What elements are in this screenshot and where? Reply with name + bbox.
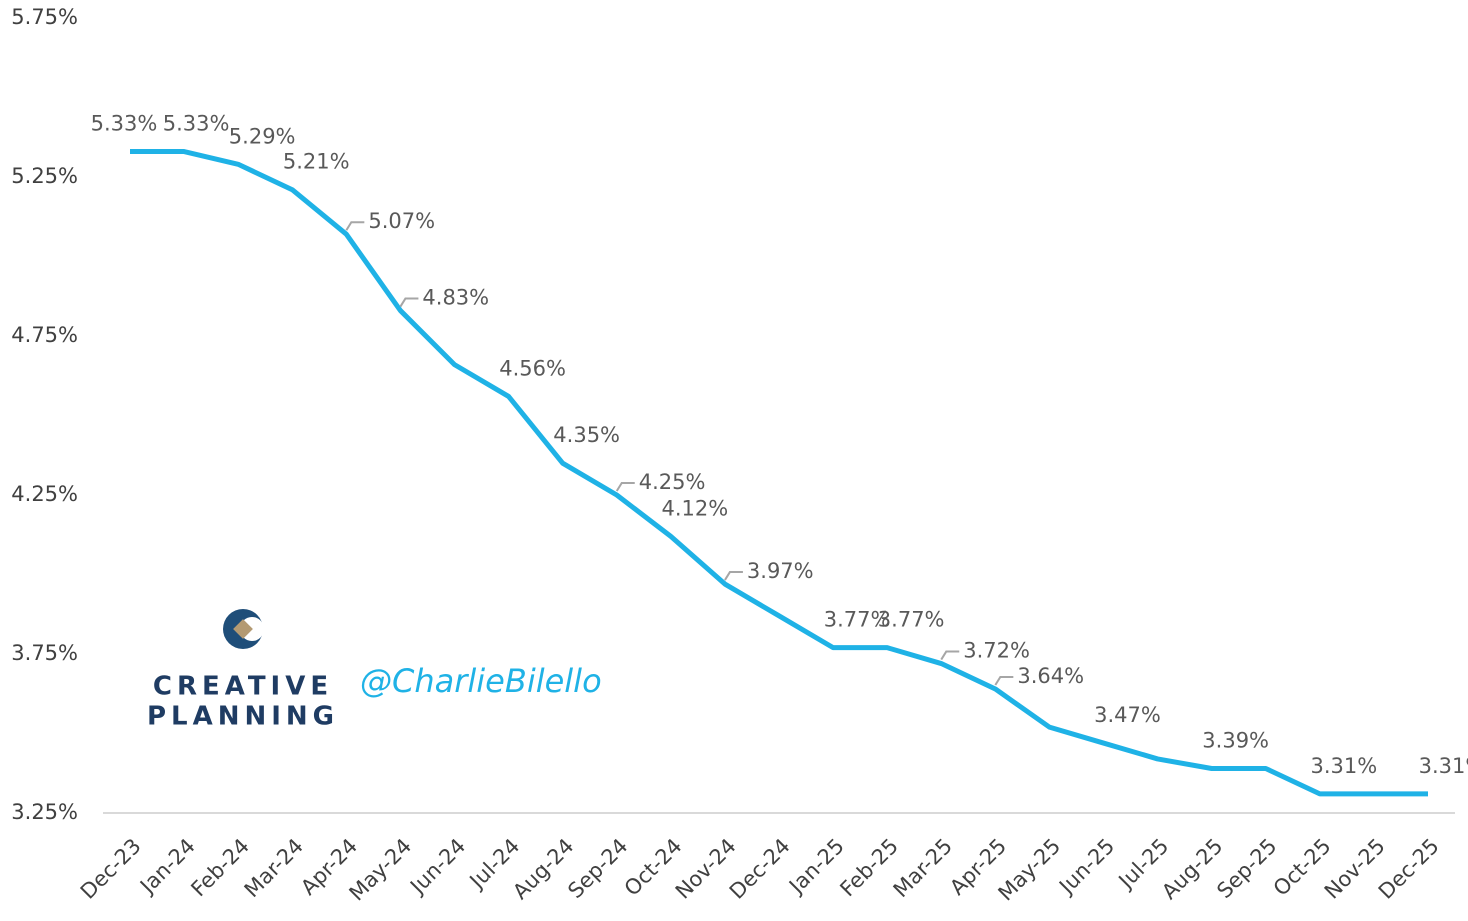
y-tick-label: 5.75% — [11, 5, 78, 29]
value-label: 5.29% — [229, 124, 296, 148]
value-label: 5.33% — [163, 112, 230, 136]
x-tick-label: Dec-25 — [1374, 834, 1444, 904]
x-tick-label: Dec-23 — [76, 834, 146, 904]
leader — [345, 221, 365, 231]
brand-line2: PLANNING — [147, 702, 339, 732]
logo — [223, 609, 264, 649]
line — [130, 149, 1428, 797]
value-label: 3.64% — [1017, 664, 1084, 688]
value-label: 3.39% — [1202, 728, 1269, 752]
x-tick-label: Jan-25 — [783, 834, 849, 900]
value-label: 4.56% — [499, 356, 566, 380]
leader — [994, 675, 1014, 686]
leader — [615, 482, 635, 492]
value-label: 4.25% — [639, 470, 706, 494]
value-label: 5.07% — [368, 209, 435, 233]
value-label: 5.33% — [91, 112, 158, 136]
value-label: 3.77% — [878, 608, 945, 632]
x-tick-label: Aug-25 — [1157, 834, 1227, 904]
value-label: 3.31% — [1419, 754, 1468, 778]
x-tick-label: Sep-25 — [1212, 834, 1281, 903]
value-label: 3.97% — [747, 559, 814, 583]
x-tick-label: Jan-24 — [134, 834, 200, 900]
value-label: 3.31% — [1310, 754, 1377, 778]
leader — [940, 650, 960, 661]
value-label: 4.83% — [422, 286, 489, 310]
value-label: 3.77% — [824, 608, 891, 632]
x-tick-label: Feb-24 — [186, 834, 254, 902]
x-tick-label: Mar-24 — [240, 834, 308, 902]
brand-line1: CREATIVE — [153, 672, 333, 702]
y-tick-label: 4.25% — [11, 482, 78, 506]
value-label: 5.21% — [283, 150, 350, 174]
x-tick-label: Feb-25 — [835, 834, 903, 902]
x-tick-label: Mar-25 — [889, 834, 957, 902]
y-tick-label: 5.25% — [11, 164, 78, 188]
y-tick-label: 3.25% — [11, 800, 78, 824]
y-tick-label: 3.75% — [11, 641, 78, 665]
handle: @CharlieBilello — [360, 662, 602, 700]
x-tick-label: Dec-24 — [725, 834, 795, 904]
value-label: 4.35% — [553, 423, 620, 447]
y-tick-label: 4.75% — [11, 323, 78, 347]
x-tick-label: Jun-24 — [404, 834, 470, 900]
x-tick-label: Aug-24 — [508, 834, 578, 904]
x-tick-label: Jun-25 — [1053, 834, 1119, 900]
leader — [399, 297, 419, 308]
x-tick-label: Sep-24 — [563, 834, 632, 903]
leader — [724, 571, 743, 581]
value-label: 4.12% — [661, 496, 728, 520]
value-label: 3.72% — [963, 639, 1030, 663]
value-label: 3.47% — [1094, 703, 1161, 727]
